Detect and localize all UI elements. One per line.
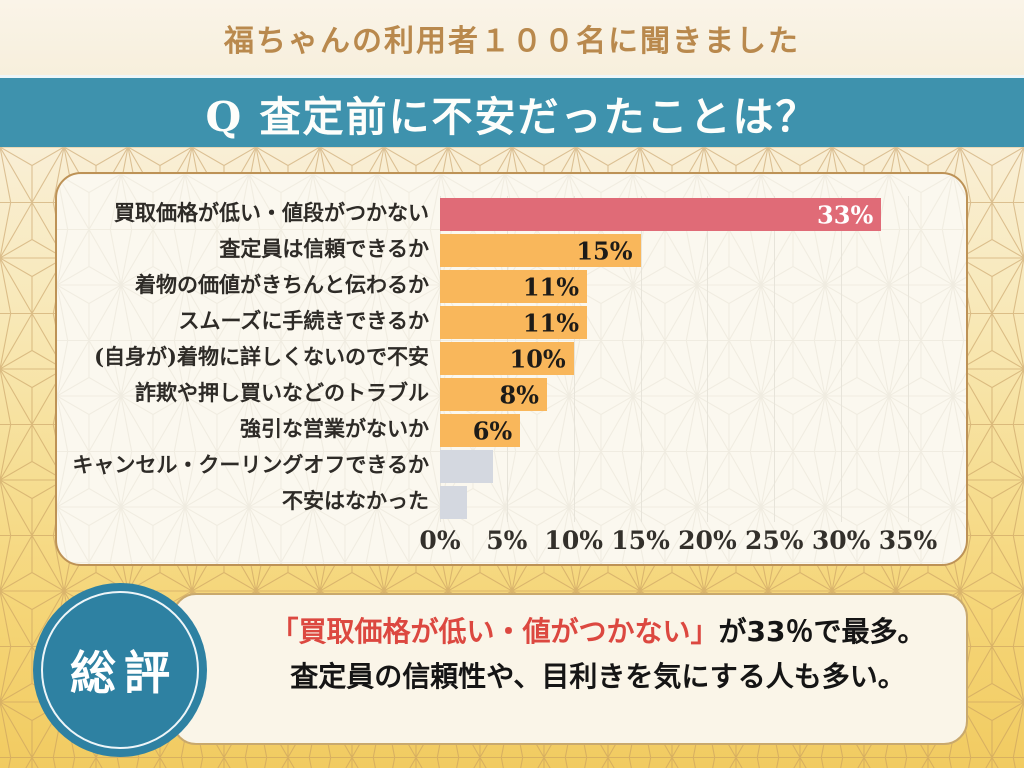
overall-review-badge: 総評 <box>33 583 207 757</box>
category-label: (自身が)着物に詳しくないので不安 <box>94 344 429 369</box>
summary-line1-rest: が33％で最多。 <box>718 615 926 648</box>
bar-value-label: 33% <box>817 200 874 229</box>
summary-highlight: 「買取価格が低い・値がつかない」 <box>270 615 719 648</box>
bar-2: 15% <box>440 234 641 267</box>
axis-tick-label: 30% <box>811 526 871 555</box>
bar-chart: 買取価格が低い・値段がつかない査定員は信頼できるか着物の価値がきちんと伝わるかス… <box>57 174 966 564</box>
axis-tick-label: 15% <box>611 526 670 555</box>
header-strip: 福ちゃんの利用者１００名に聞きました <box>0 0 1024 75</box>
bar-5: 10% <box>440 342 574 375</box>
badge-ring <box>41 591 199 749</box>
category-label: スムーズに手続きできるか <box>178 308 429 333</box>
survey-chart-card: 買取価格が低い・値段がつかない査定員は信頼できるか着物の価値がきちんと伝わるかス… <box>55 172 968 566</box>
gridline-15 <box>640 196 642 522</box>
bar-value-label: 10% <box>509 344 566 373</box>
x-axis: 0% 5% 10% 15% 20% 25% 30% 35% <box>419 526 937 558</box>
category-label: 詐欺や押し買いなどのトラブル <box>135 380 429 405</box>
plot-area: 33% 15% 11% 11% 10% 8% 6% <box>440 196 909 522</box>
axis-tick-label: 5% <box>486 526 528 555</box>
summary-line1: 「買取価格が低い・値がつかない」が33％で最多。 <box>240 609 956 654</box>
axis-tick-label: 0% <box>419 526 461 555</box>
bar-9 <box>440 486 467 519</box>
summary-box <box>172 593 968 745</box>
bar-8 <box>440 450 494 483</box>
bar-value-label: 15% <box>576 236 633 265</box>
category-label: キャンセル・クーリングオフできるか <box>72 452 429 477</box>
category-label: 買取価格が低い・値段がつかない <box>114 200 429 225</box>
category-label: 査定員は信頼できるか <box>219 236 429 261</box>
axis-tick-label: 35% <box>878 526 938 555</box>
bar-1: 33% <box>440 198 882 231</box>
bar-value-label: 6% <box>472 416 513 445</box>
gridline-30 <box>841 196 843 522</box>
bar-6: 8% <box>440 378 547 411</box>
gridline-35 <box>908 196 909 522</box>
bar-3: 11% <box>440 270 588 303</box>
axis-tick-label: 25% <box>745 526 804 555</box>
category-label: 着物の価値がきちんと伝わるか <box>135 272 429 297</box>
bar-7: 6% <box>440 414 521 447</box>
gridline-10 <box>573 196 575 522</box>
category-label: 強引な営業がないか <box>240 416 429 441</box>
bar-4: 11% <box>440 306 588 339</box>
question-title: Q 査定前に不安だったことは？ <box>205 92 819 141</box>
bar-value-label: 8% <box>499 380 539 409</box>
axis-tick-label: 20% <box>678 526 737 555</box>
badge-label: 総評 <box>70 646 178 700</box>
page-subtitle: 福ちゃんの利用者１００名に聞きました <box>224 23 800 59</box>
bar-value-label: 11% <box>522 272 580 301</box>
summary-line2: 査定員の信頼性や、目利きを気にする人も多い。 <box>290 660 906 693</box>
gridline-20 <box>707 196 709 522</box>
bar-value-label: 11% <box>522 308 580 337</box>
summary-text: 「買取価格が低い・値がつかない」が33％で最多。 査定員の信頼性や、目利きを気に… <box>240 609 956 699</box>
background: 買取価格が低い・値段がつかない査定員は信頼できるか着物の価値がきちんと伝わるかス… <box>0 147 1024 768</box>
axis-tick-label: 10% <box>544 526 603 555</box>
question-banner: Q 査定前に不安だったことは？ <box>0 75 1024 147</box>
gridline-25 <box>774 196 776 522</box>
category-label: 不安はなかった <box>282 488 429 513</box>
